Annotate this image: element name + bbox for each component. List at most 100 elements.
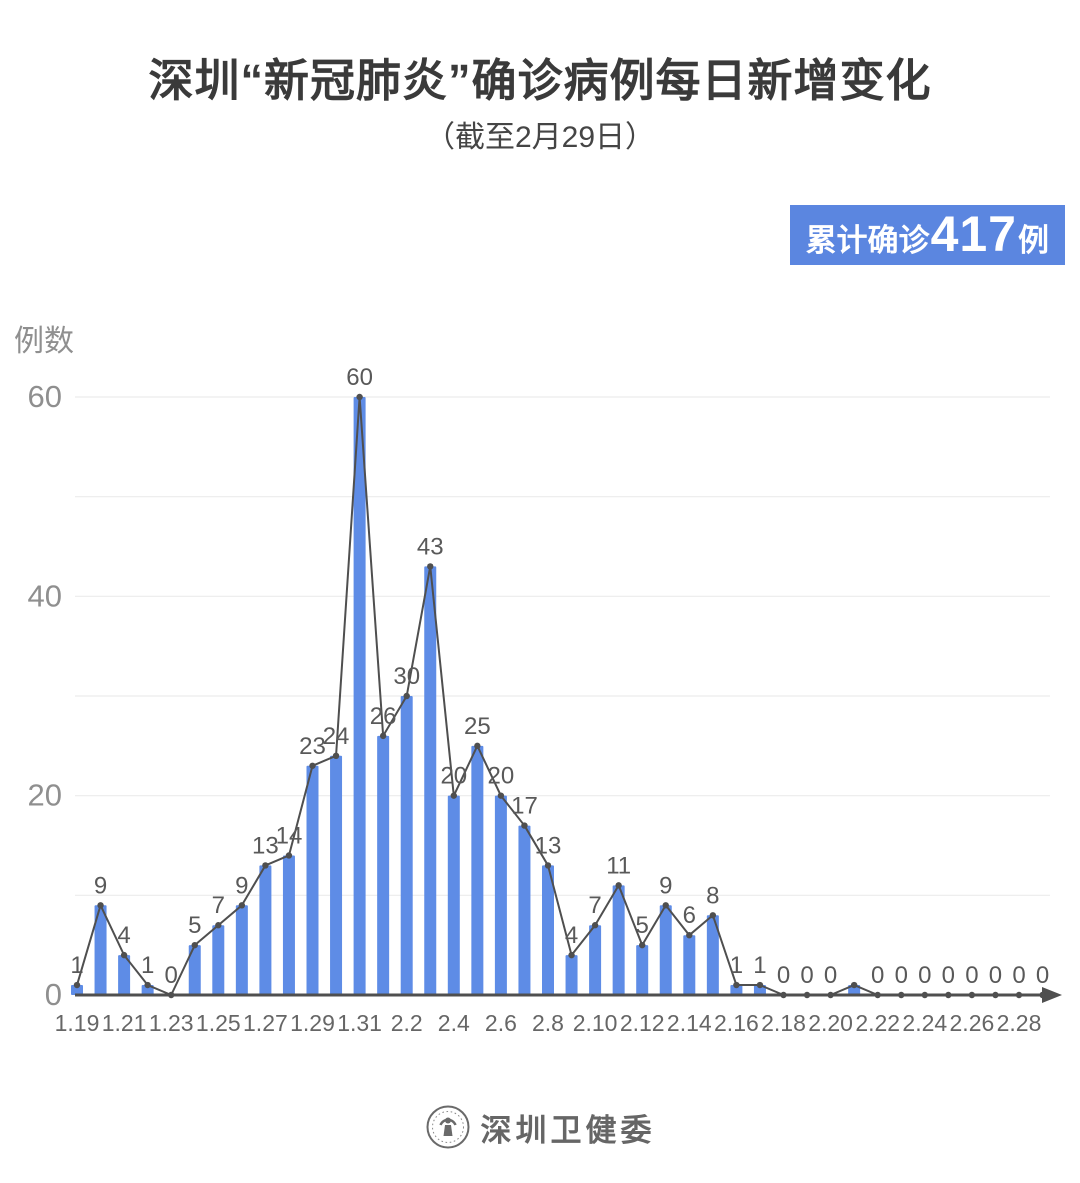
bar xyxy=(353,397,366,995)
point-marker xyxy=(497,792,505,799)
data-label: 0 xyxy=(165,962,178,989)
bar xyxy=(471,745,484,995)
data-label: 24 xyxy=(323,723,350,750)
point-marker xyxy=(285,852,293,859)
point-marker xyxy=(803,991,811,999)
bar xyxy=(424,566,437,995)
data-label: 14 xyxy=(276,822,303,849)
x-tick-label: 2.20 xyxy=(808,1010,853,1036)
data-label: 0 xyxy=(942,962,955,989)
x-tick-label: 2.4 xyxy=(438,1010,470,1036)
x-tick-label: 2.26 xyxy=(950,1010,995,1036)
cumulative-cases-badge: 累计确诊 417 例 xyxy=(789,205,1065,265)
data-label: 1 xyxy=(753,952,766,979)
bar xyxy=(706,915,719,995)
data-label: 0 xyxy=(1036,962,1049,989)
point-marker xyxy=(97,902,104,909)
x-tick-label: 2.18 xyxy=(761,1010,806,1036)
bar xyxy=(71,985,83,995)
data-label: 0 xyxy=(777,962,790,989)
bar xyxy=(447,795,460,995)
point-marker xyxy=(168,991,175,999)
badge-suffix: 例 xyxy=(1018,223,1049,258)
data-label: 5 xyxy=(636,912,649,939)
y-tick-label: 0 xyxy=(45,977,62,1012)
point-marker xyxy=(733,981,740,989)
y-tick-label: 60 xyxy=(28,379,62,414)
page-title: 深圳“新冠肺炎”确诊病例每日新增变化 xyxy=(148,55,932,106)
data-label: 9 xyxy=(235,872,248,899)
point-marker xyxy=(474,742,481,750)
x-tick-label: 1.25 xyxy=(196,1010,241,1036)
bar xyxy=(330,755,343,995)
data-label: 5 xyxy=(188,912,201,939)
data-label: 26 xyxy=(370,703,397,730)
data-label: 0 xyxy=(895,962,908,989)
point-marker xyxy=(568,951,575,959)
data-label: 25 xyxy=(464,713,491,740)
bar xyxy=(612,885,625,995)
badge-value: 417 xyxy=(930,206,1017,262)
badge-prefix: 累计确诊 xyxy=(805,223,930,258)
point-marker xyxy=(262,862,269,869)
x-axis-arrow xyxy=(1042,987,1062,1003)
data-label: 11 xyxy=(606,852,631,879)
data-label: 4 xyxy=(565,922,578,949)
x-tick-label: 1.23 xyxy=(149,1010,194,1036)
bar xyxy=(542,865,554,995)
point-marker xyxy=(686,932,693,939)
point-marker xyxy=(709,912,717,919)
bar xyxy=(730,985,743,995)
x-tick-label: 1.29 xyxy=(290,1010,335,1036)
point-marker xyxy=(191,941,198,949)
point-marker xyxy=(73,981,81,989)
data-label: 1 xyxy=(70,952,83,979)
y-tick-label: 20 xyxy=(28,778,62,813)
point-marker xyxy=(120,951,128,959)
data-label: 0 xyxy=(800,962,813,989)
data-label: 20 xyxy=(488,763,515,790)
point-marker xyxy=(992,991,999,999)
x-tick-label: 1.27 xyxy=(243,1010,288,1036)
point-marker xyxy=(356,393,363,401)
data-label: 7 xyxy=(212,892,225,919)
bar xyxy=(259,865,272,995)
data-label: 13 xyxy=(535,832,562,859)
bar xyxy=(518,825,531,995)
data-label: 0 xyxy=(1012,962,1025,989)
x-tick-label: 2.8 xyxy=(532,1010,564,1036)
data-label: 60 xyxy=(346,364,373,391)
bar xyxy=(141,985,154,995)
point-marker xyxy=(591,922,599,929)
x-tick-label: 1.31 xyxy=(337,1010,382,1036)
point-marker xyxy=(427,563,434,570)
point-marker xyxy=(379,732,387,740)
point-marker xyxy=(874,991,881,999)
data-label: 43 xyxy=(417,533,444,560)
bar xyxy=(494,795,507,995)
bar xyxy=(94,905,107,995)
x-tick-label: 2.14 xyxy=(667,1010,712,1036)
x-tick-label: 2.24 xyxy=(902,1010,947,1036)
data-label: 13 xyxy=(252,832,279,859)
bar xyxy=(565,955,578,995)
point-marker xyxy=(827,991,834,999)
x-tick-label: 2.2 xyxy=(391,1010,423,1036)
point-marker xyxy=(639,941,646,949)
x-tick-label: 2.6 xyxy=(485,1010,517,1036)
point-marker xyxy=(1015,991,1023,999)
y-axis-title: 例数 xyxy=(14,325,74,358)
data-label: 0 xyxy=(965,962,978,989)
bar xyxy=(235,905,248,995)
point-marker xyxy=(615,882,622,889)
data-label: 7 xyxy=(588,892,601,919)
footer-text: 深圳卫健委 xyxy=(480,1112,656,1148)
point-marker xyxy=(756,981,764,989)
bar xyxy=(636,945,649,995)
point-marker xyxy=(144,981,151,989)
x-tick-label: 2.16 xyxy=(714,1010,759,1036)
data-label: 1 xyxy=(141,952,154,979)
data-label: 0 xyxy=(824,962,837,989)
point-marker xyxy=(662,902,669,909)
